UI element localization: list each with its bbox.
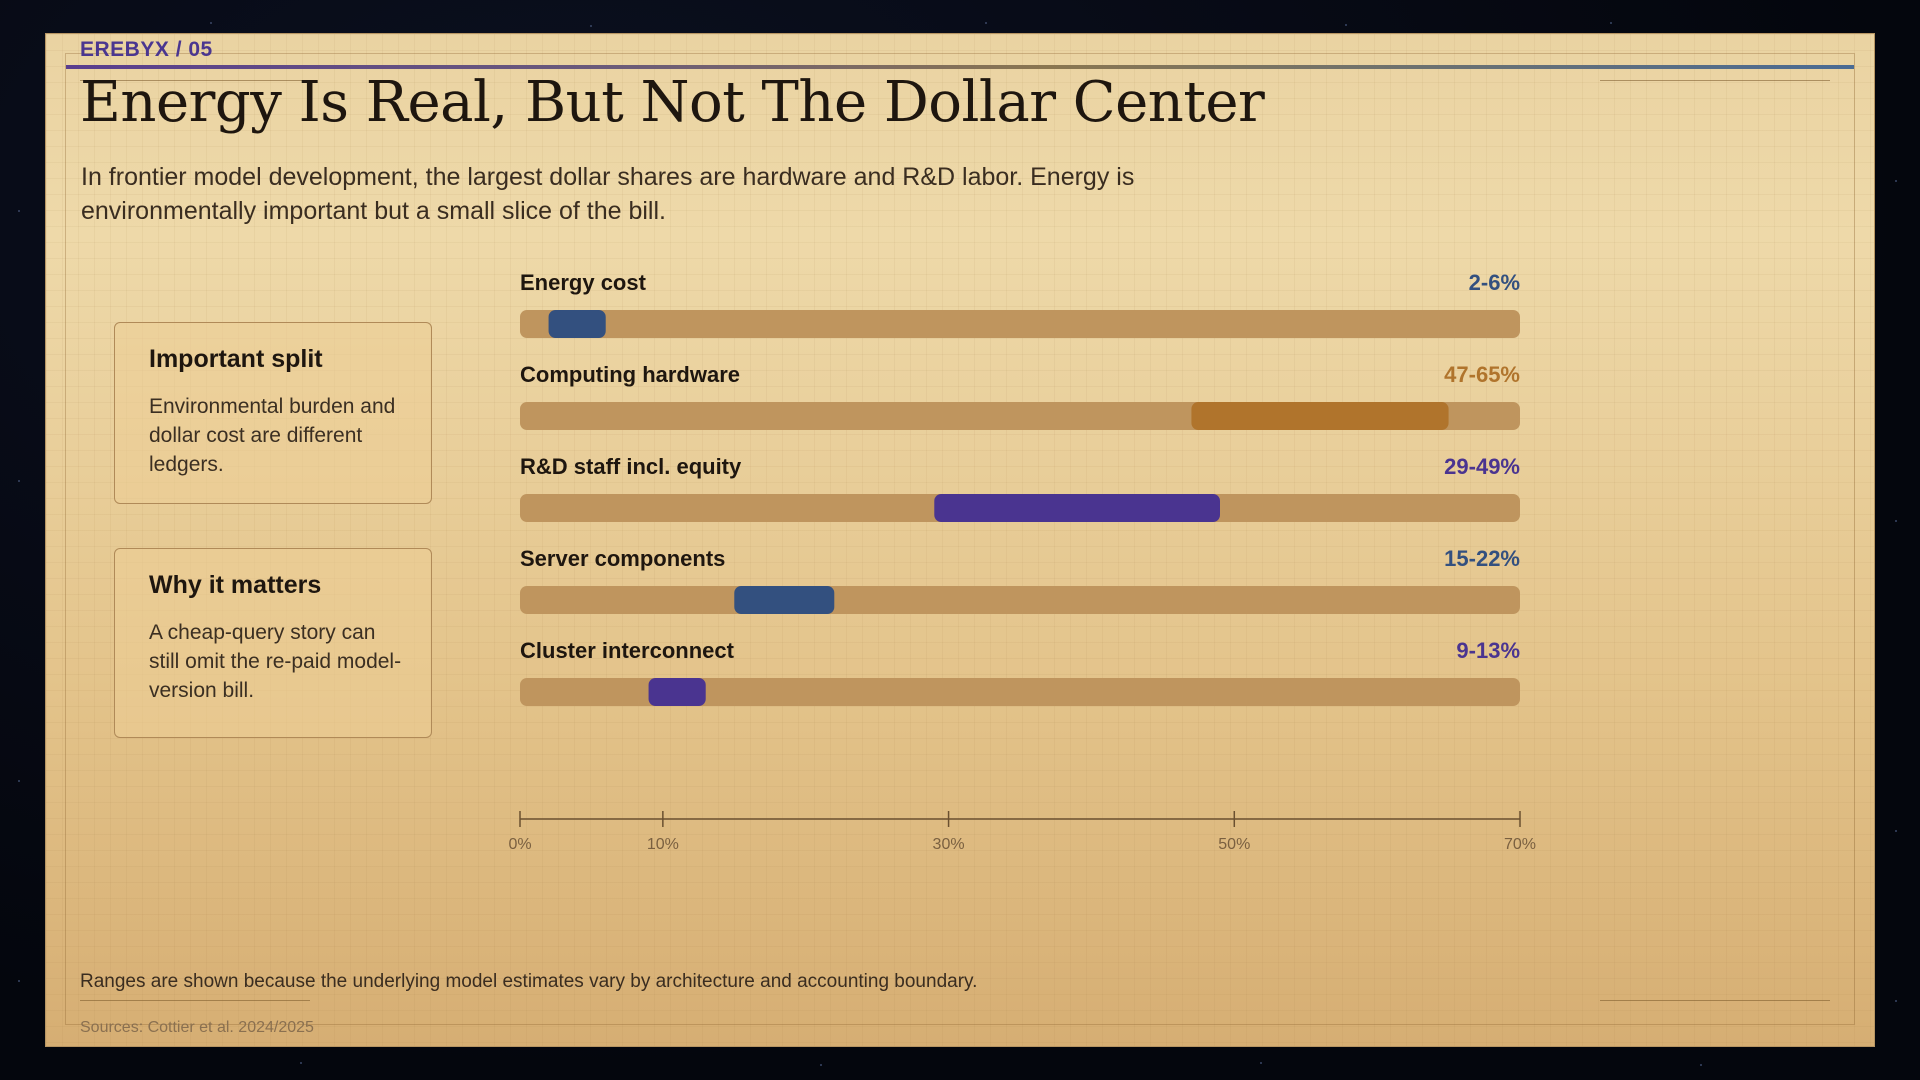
star-dot [820,1064,822,1066]
footer-note: Ranges are shown because the underlying … [80,971,978,992]
card-why-it-matters: Why it matters A cheap-query story can s… [114,548,432,738]
category-label: Energy cost [520,270,647,295]
bar-track [520,678,1520,706]
range-value-label: 47-65% [1444,362,1520,387]
sources-note: Sources: Cottier et al. 2024/2025 [80,1019,314,1036]
range-value-label: 29-49% [1444,454,1520,479]
range-bar [648,678,706,706]
range-value-label: 15-22% [1444,546,1520,571]
star-dot [1895,1000,1897,1002]
corner-line-top-right [1600,80,1830,81]
slide-subtitle: In frontier model development, the large… [81,163,1135,225]
x-tick-label: 70% [1504,836,1536,853]
star-dot [590,25,592,27]
category-label: Cluster interconnect [520,638,735,663]
star-dot [1260,1062,1262,1064]
star-dot [18,980,20,982]
card-body: Environmental burden and dollar cost are… [149,395,396,476]
card-title: Important split [149,345,323,373]
star-dot [1700,1064,1702,1066]
corner-line-bottom-left [80,1000,310,1001]
card-important-split: Important split Environmental burden and… [114,322,432,504]
star-dot [1345,24,1347,26]
star-dot [1610,22,1612,24]
slide: EREBYX / 05 Energy Is Real, But Not The … [46,34,1874,1046]
x-tick-label: 10% [647,836,679,853]
star-dot [985,22,987,24]
star-dot [18,780,20,782]
star-dot [210,22,212,24]
range-value-label: 9-13% [1456,638,1520,663]
star-dot [18,480,20,482]
corner-line-bottom-right [1600,1000,1830,1001]
category-label: R&D staff incl. equity [520,454,742,479]
range-bar-chart: Energy cost 2-6% Computing hardware 47-65% R… [508,270,1536,853]
star-dot [18,210,20,212]
x-tick-label: 0% [508,836,531,853]
range-bar [1191,402,1449,430]
x-tick-label: 30% [933,836,965,853]
slide-title: Energy Is Real, But Not The Dollar Cente… [80,70,1265,135]
range-value-label: 2-6% [1469,270,1520,295]
top-accent-rule [66,65,1854,69]
range-bar [548,310,606,338]
star-dot [1895,830,1897,832]
card-title: Why it matters [149,571,322,599]
slide-kicker: EREBYX / 05 [80,38,213,61]
x-tick-label: 50% [1218,836,1250,853]
bar-track [520,586,1520,614]
bar-track [520,310,1520,338]
star-dot [1895,520,1897,522]
range-bar [934,494,1220,522]
category-label: Server components [520,546,725,571]
category-label: Computing hardware [520,362,740,387]
card-body: A cheap-query story can still omit the r… [149,621,402,702]
range-bar [734,586,835,614]
star-dot [1895,180,1897,182]
star-dot [300,1062,302,1064]
corner-line-top-left [80,80,310,81]
